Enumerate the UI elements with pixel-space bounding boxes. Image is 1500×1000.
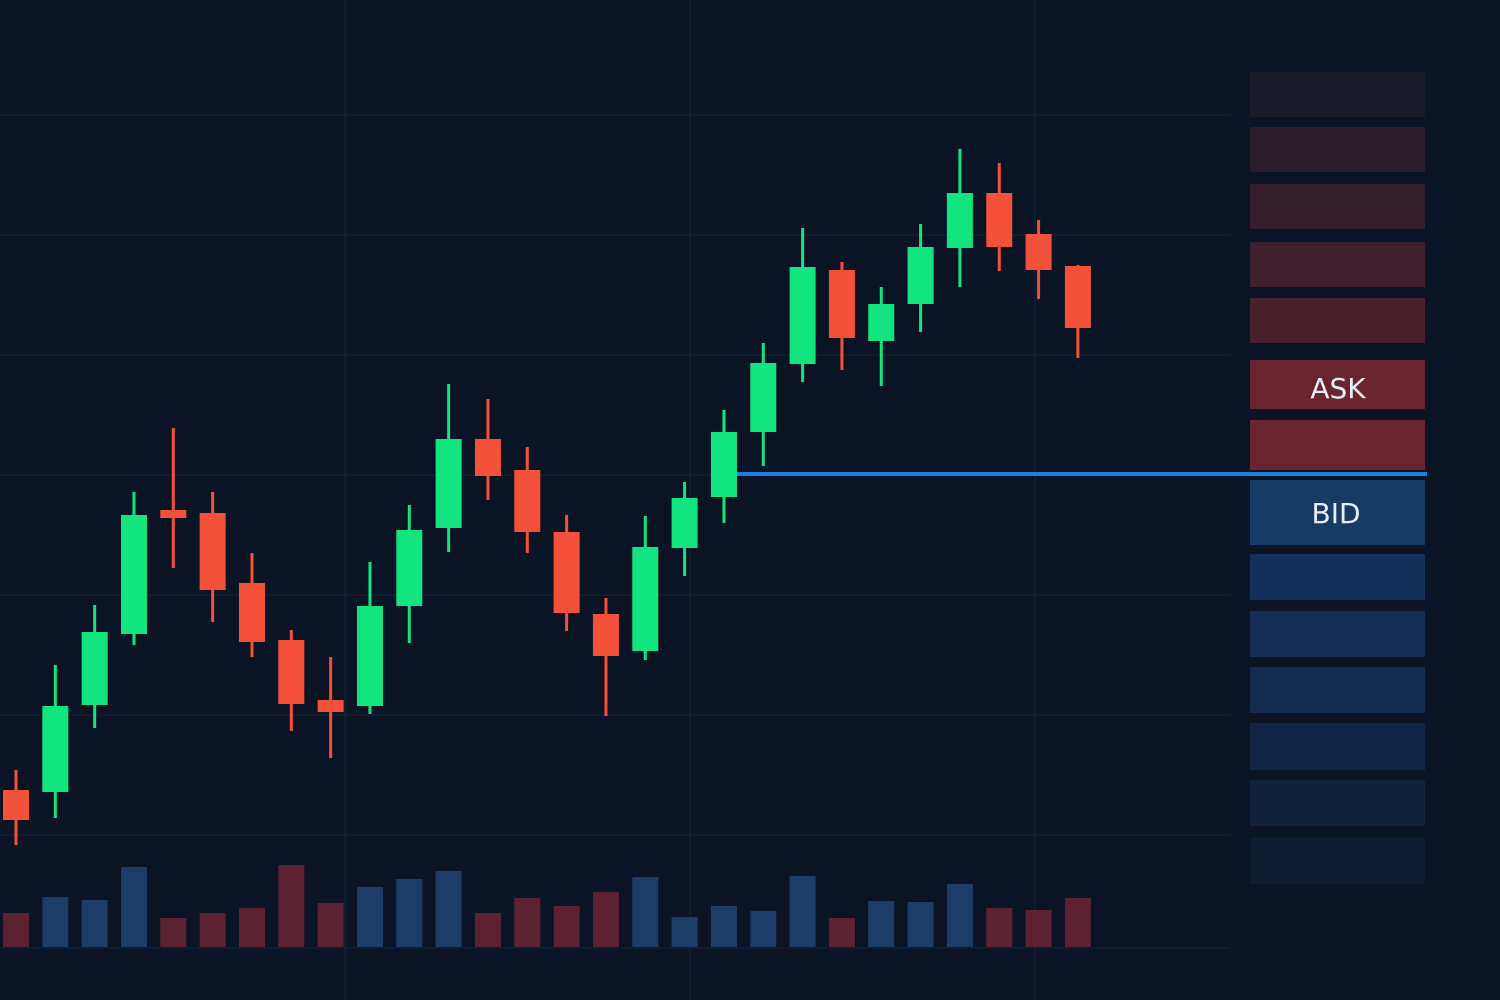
candle-body bbox=[750, 363, 777, 432]
bid-level bbox=[1250, 723, 1425, 770]
bid-level bbox=[1250, 480, 1425, 545]
candle-body bbox=[199, 513, 226, 590]
volume-bar bbox=[3, 913, 29, 947]
candle-body bbox=[317, 700, 344, 712]
volume-bar bbox=[160, 918, 187, 947]
candle-body bbox=[160, 510, 187, 518]
volume-bar bbox=[828, 918, 855, 947]
candle-body bbox=[907, 247, 934, 304]
candle-body bbox=[278, 640, 305, 704]
candle-body bbox=[828, 270, 855, 338]
candle-body bbox=[789, 267, 816, 364]
bid-level bbox=[1250, 554, 1425, 600]
candle-body bbox=[120, 515, 147, 634]
bid-label: BID bbox=[1311, 497, 1360, 530]
candle-body bbox=[868, 304, 895, 341]
volume-bar bbox=[435, 871, 462, 947]
candle-body bbox=[553, 532, 580, 613]
volume-bar bbox=[553, 906, 580, 947]
ask-label: ASK bbox=[1310, 372, 1366, 405]
candle-body bbox=[671, 498, 698, 548]
volume-bar bbox=[238, 908, 265, 947]
volume-bar bbox=[81, 900, 108, 947]
volume-bar bbox=[907, 902, 934, 947]
ask-level bbox=[1250, 298, 1425, 343]
candle-body bbox=[632, 547, 659, 651]
grid bbox=[0, 0, 1230, 1000]
volume-bar bbox=[986, 908, 1013, 947]
volume-bar bbox=[1064, 898, 1091, 947]
candle-body bbox=[81, 632, 108, 705]
volume-bar bbox=[1025, 910, 1052, 947]
ask-level bbox=[1250, 184, 1425, 229]
bid-level bbox=[1250, 837, 1425, 884]
plot bbox=[3, 149, 1091, 947]
volume-bar bbox=[474, 913, 501, 947]
ask-level bbox=[1250, 420, 1425, 470]
volume-bar bbox=[592, 892, 619, 947]
volume-bar bbox=[199, 913, 226, 947]
bid-level bbox=[1250, 780, 1425, 826]
candle-body bbox=[435, 439, 462, 528]
candle-body bbox=[356, 606, 383, 706]
volume-bar bbox=[671, 917, 698, 947]
candle-body bbox=[238, 583, 265, 642]
volume-bar bbox=[710, 906, 737, 947]
volume-bar bbox=[278, 865, 305, 947]
ask-level bbox=[1250, 72, 1425, 117]
candle-body bbox=[946, 193, 973, 248]
volume-bar bbox=[42, 897, 69, 947]
candle-body bbox=[1025, 234, 1052, 270]
candle-body bbox=[3, 790, 29, 820]
candle-body bbox=[474, 439, 501, 476]
candle-body bbox=[42, 706, 69, 792]
volume-bar bbox=[946, 884, 973, 947]
bid-level bbox=[1250, 667, 1425, 713]
volume-bar bbox=[317, 903, 344, 947]
order-book: ASK BID bbox=[1250, 72, 1425, 884]
volume-bar bbox=[868, 901, 895, 947]
volume-bar bbox=[396, 879, 423, 947]
ask-level bbox=[1250, 360, 1425, 409]
volume-bar bbox=[356, 887, 383, 947]
volume-bar bbox=[632, 877, 659, 947]
ask-level bbox=[1250, 242, 1425, 287]
candle-body bbox=[514, 470, 541, 532]
ask-level bbox=[1250, 127, 1425, 172]
candle-body bbox=[592, 614, 619, 656]
candle-body bbox=[986, 193, 1013, 247]
candle-body bbox=[1064, 266, 1091, 328]
volume-bar bbox=[514, 898, 541, 947]
volume-bar bbox=[750, 911, 777, 947]
bid-level bbox=[1250, 611, 1425, 657]
candle-body bbox=[710, 432, 737, 497]
volume-bar bbox=[789, 876, 816, 947]
candle-body bbox=[396, 530, 423, 606]
volume-bar bbox=[120, 867, 147, 947]
